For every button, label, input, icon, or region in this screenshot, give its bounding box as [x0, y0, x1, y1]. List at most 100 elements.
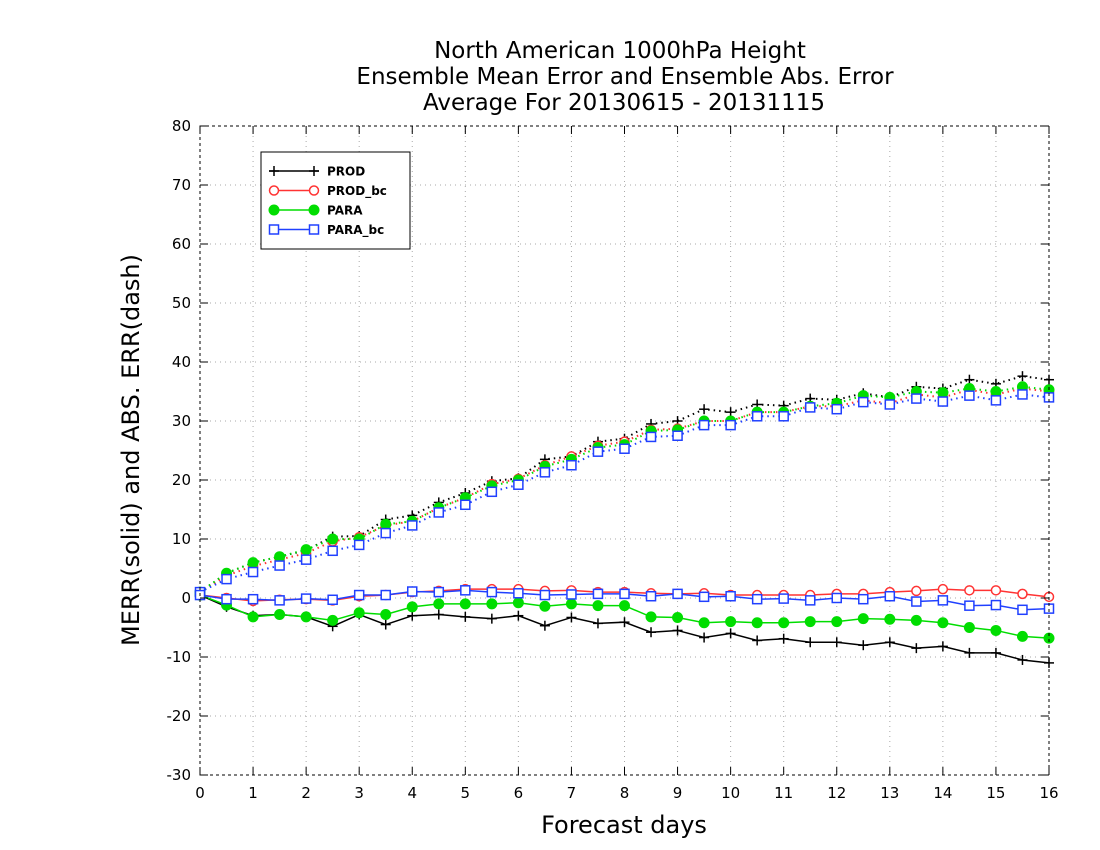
series-para-bc-merr-point — [486, 586, 498, 598]
series-para-merr-point — [751, 617, 763, 629]
legend-marker-right — [308, 204, 320, 216]
series-para-bc-abserr-point — [327, 545, 338, 557]
y-tick-label: 10 — [172, 530, 191, 548]
x-tick-label: 10 — [721, 784, 740, 802]
series-para-bc-abserr-point — [672, 430, 683, 441]
series-prod-abserr-point — [725, 407, 736, 418]
series-prod-merr-point — [619, 617, 630, 628]
series-para-bc-merr-point — [247, 593, 259, 605]
series-para-bc-abserr-point — [990, 395, 1002, 406]
series-para-merr-point — [380, 609, 392, 621]
x-tick-label: 13 — [880, 784, 899, 802]
series-para-bc-merr-point — [725, 590, 736, 602]
series-para-bc-abserr-point — [804, 402, 816, 413]
series-prod-merr-point — [858, 640, 869, 651]
series-para-bc-abserr-point — [539, 467, 551, 478]
y-tick-label: -10 — [167, 648, 192, 666]
series-prod-merr-point — [592, 618, 603, 629]
series-prod-merr-point — [513, 610, 524, 621]
series-para-merr-point — [645, 611, 657, 623]
y-tick-label: 40 — [172, 353, 191, 371]
legend-marker-right — [308, 185, 320, 196]
series-prod-merr-point — [805, 637, 816, 648]
series-para-bc-merr-point — [645, 590, 657, 602]
legend-marker-left — [268, 185, 280, 196]
series-prod-merr-point — [699, 632, 710, 643]
series-prod-merr-point — [778, 633, 789, 644]
series-para-merr-point — [512, 597, 524, 609]
series-para-bc-merr-point — [911, 596, 922, 607]
series-prod-merr-point — [380, 619, 391, 630]
series-para-bc-merr-point — [884, 590, 896, 602]
series-para-merr-point — [327, 614, 339, 626]
series-para-bc-abserr-point — [751, 411, 763, 422]
legend-item-para: PARA — [268, 204, 363, 218]
series-prod-merr-point — [646, 627, 657, 638]
series-prod-merr-point — [752, 635, 763, 646]
chart-title-line-2: Ensemble Mean Error and Ensemble Abs. Er… — [356, 64, 894, 90]
series-para-bc-merr-point — [380, 589, 391, 601]
series-para-merr-point — [459, 598, 471, 610]
legend-item-prod-bc: PROD_bc — [268, 184, 387, 199]
legend-marker-right — [308, 224, 320, 235]
series-para-bc-abserr-point — [937, 396, 949, 407]
x-tick-label: 16 — [1039, 784, 1058, 802]
series-para-merr-point — [804, 616, 816, 628]
series-para-bc-abserr-point — [513, 479, 524, 490]
series-prod-merr-point — [1017, 654, 1028, 665]
series-para-bc-abserr-point — [486, 486, 498, 498]
series-para-bc-merr-point — [698, 591, 710, 603]
x-tick-label: 3 — [354, 784, 364, 802]
series-para-bc-abserr-point — [433, 507, 445, 518]
series-para-bc-merr-point — [460, 585, 471, 596]
x-axis-label: Forecast days — [541, 811, 707, 839]
series-para-bc-merr-point — [778, 593, 789, 604]
x-tick-label: 8 — [620, 784, 630, 802]
series-para-merr-point — [565, 598, 577, 610]
series-para-bc-abserr-point — [274, 560, 285, 571]
x-tick-label: 14 — [933, 784, 952, 802]
series-para-bc-merr-point — [751, 593, 763, 605]
y-axis-label: MERR(solid) and ABS. ERR(dash) — [117, 254, 145, 646]
series-para-bc-abserr-point — [831, 403, 842, 415]
series-prod-merr-point — [486, 613, 497, 624]
series-para-bc-merr-point — [672, 588, 683, 600]
x-tick-label: 12 — [827, 784, 846, 802]
series-para-bc-merr-point — [353, 589, 365, 601]
series-para-merr-point — [592, 600, 604, 612]
series-para-bc-merr-point — [1017, 604, 1028, 616]
series-para-bc-abserr-point — [884, 399, 896, 410]
legend-marker-left — [268, 204, 280, 216]
series-para-bc-merr-point — [300, 593, 312, 604]
legend-label: PARA — [327, 204, 363, 218]
x-tick-label: 2 — [301, 784, 311, 802]
x-tick-label: 6 — [514, 784, 524, 802]
y-tick-label: -20 — [167, 707, 192, 725]
series-para-merr-point — [990, 624, 1002, 636]
series-para-bc-abserr-point — [645, 431, 657, 443]
axes: 0 1 2 3 4 5 6 7 8 9 10 11 12 13 14 15 16-30-20-100102030… — [167, 117, 1059, 802]
series-para-bc — [194, 389, 1055, 616]
series-para-bc-abserr-point — [407, 520, 418, 531]
y-tick-label: 80 — [172, 117, 191, 135]
series-para-bc-abserr-point — [592, 446, 604, 457]
y-tick-label: -30 — [167, 766, 192, 784]
series-prod-merr-point — [884, 637, 895, 648]
series-para-merr-point — [831, 616, 843, 628]
series-para-bc-abserr-point — [566, 460, 577, 471]
series-para-bc-abserr-point — [619, 443, 630, 454]
y-tick-label: 60 — [172, 235, 191, 253]
series-prod-merr-point — [990, 647, 1001, 658]
series-para-abserr-point — [990, 386, 1002, 397]
series-para-bc-merr-point — [407, 586, 418, 597]
series-prod-merr-point — [566, 612, 577, 623]
chart-title-line-1: North American 1000hPa Height — [434, 38, 806, 64]
x-tick-label: 9 — [673, 784, 683, 802]
y-tick-label: 50 — [172, 294, 191, 312]
series-para-bc-merr-point — [566, 589, 577, 600]
series-para-merr-point — [937, 617, 949, 629]
series-para-bc-merr-point — [221, 593, 232, 605]
legend-label: PROD — [327, 165, 365, 179]
series-para-merr-point — [247, 611, 259, 623]
